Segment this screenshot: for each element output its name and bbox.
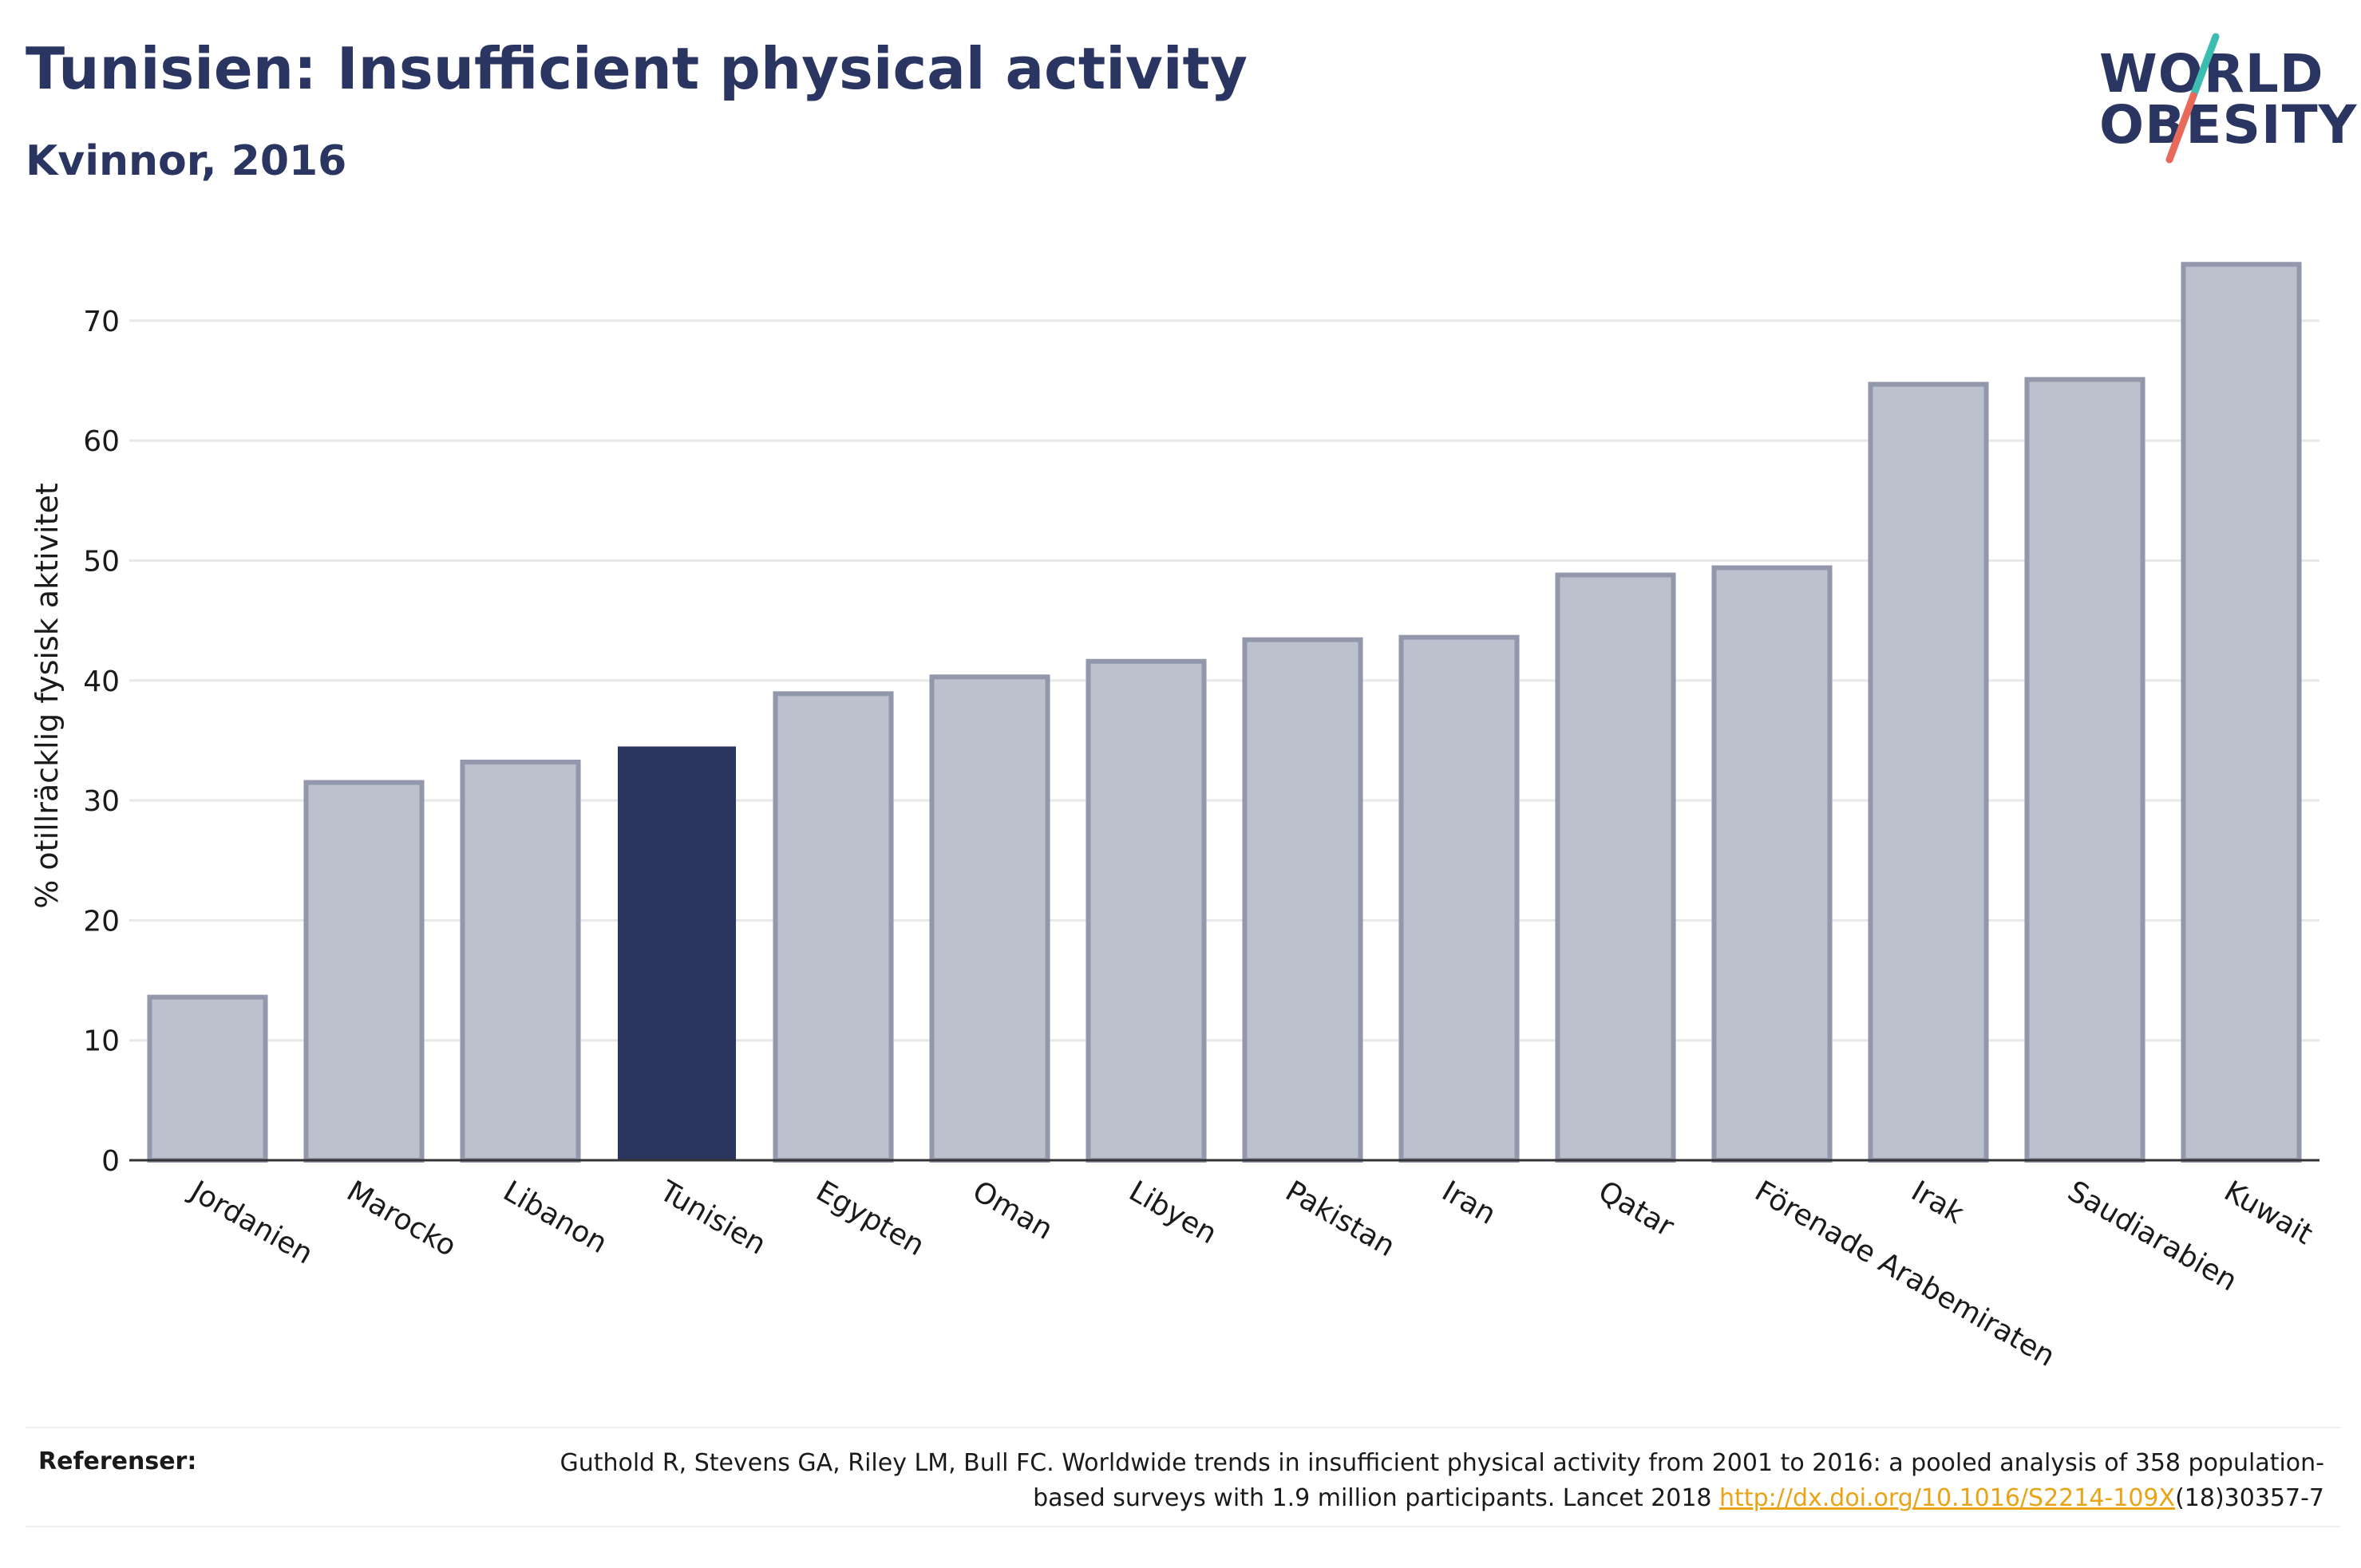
y-tick-label: 10 xyxy=(83,1025,120,1058)
x-tick-label: Jordanien xyxy=(184,1174,318,1270)
x-tick-label: Pakistan xyxy=(1280,1175,1401,1263)
logo-slash-icon xyxy=(2165,33,2220,164)
bar-saudiarabien[interactable] xyxy=(2024,377,2145,1163)
references-text: Guthold R, Stevens GA, Riley LM, Bull FC… xyxy=(488,1446,2324,1516)
references-doi-link[interactable]: http://dx.doi.org/10.1016/S2214-109X xyxy=(1719,1484,2176,1512)
bar-egypten[interactable] xyxy=(773,691,894,1163)
y-tick-label: 40 xyxy=(83,666,120,698)
y-tick-label: 60 xyxy=(83,425,120,458)
bar-libyen[interactable] xyxy=(1086,658,1207,1163)
bar-förenade-arabemiraten[interactable] xyxy=(1711,565,1833,1163)
logo-line-2: OBESITY xyxy=(2099,94,2358,156)
bar-marocko[interactable] xyxy=(303,780,425,1163)
grid-lines xyxy=(129,319,2319,1042)
x-tick-label: Oman xyxy=(967,1175,1058,1246)
bar-jordanien[interactable] xyxy=(147,994,268,1163)
bar-irak[interactable] xyxy=(1868,381,1989,1163)
x-tick-label: Libyen xyxy=(1124,1175,1223,1250)
bars xyxy=(147,262,2302,1163)
page-title: Tunisien: Insufficient physical activity xyxy=(26,35,1248,102)
logo-slash-coral xyxy=(2165,92,2197,164)
bar-libanon[interactable] xyxy=(460,760,581,1163)
references-citation: Guthold R, Stevens GA, Riley LM, Bull FC… xyxy=(560,1449,2324,1512)
bar-pakistan[interactable] xyxy=(1242,637,1363,1163)
y-tick-label: 30 xyxy=(83,785,120,818)
y-tick-label: 70 xyxy=(83,306,120,338)
world-obesity-logo: WORLD OBESITY xyxy=(2075,32,2356,176)
divider-bottom xyxy=(26,1526,2340,1527)
references-citation-suffix: (18)30357-7 xyxy=(2175,1484,2324,1512)
x-tick-label: Iran xyxy=(1437,1175,1501,1231)
x-tick-label: Egypten xyxy=(811,1175,930,1262)
x-tick-label: Marocko xyxy=(342,1175,462,1263)
y-axis-label: % otillräcklig fysisk aktivitet xyxy=(30,483,65,909)
x-tick-label: Saudiarabien xyxy=(2062,1175,2243,1297)
x-tick-label: Förenade Arabemiraten xyxy=(1750,1175,2061,1373)
bar-iran[interactable] xyxy=(1398,634,1520,1163)
y-tick-label: 20 xyxy=(83,905,120,938)
y-tick-label: 50 xyxy=(83,546,120,579)
divider-top xyxy=(26,1427,2340,1428)
page-subtitle: Kvinnor, 2016 xyxy=(26,137,347,185)
x-tick-label: Qatar xyxy=(1593,1175,1679,1243)
x-tick-label: Libanon xyxy=(498,1175,613,1260)
bar-qatar[interactable] xyxy=(1555,572,1676,1163)
bar-oman[interactable] xyxy=(929,674,1050,1163)
y-tick-label: 0 xyxy=(101,1145,120,1178)
x-tick-label: Irak xyxy=(1906,1175,1970,1230)
logo-slash-teal xyxy=(2189,33,2220,100)
x-tick-label: Kuwait xyxy=(2219,1175,2319,1251)
references-label: Referenser: xyxy=(38,1448,197,1475)
x-tick-label: Tunisien xyxy=(654,1175,772,1262)
bar-tunisien[interactable] xyxy=(617,746,737,1162)
bar-kuwait[interactable] xyxy=(2181,262,2302,1163)
